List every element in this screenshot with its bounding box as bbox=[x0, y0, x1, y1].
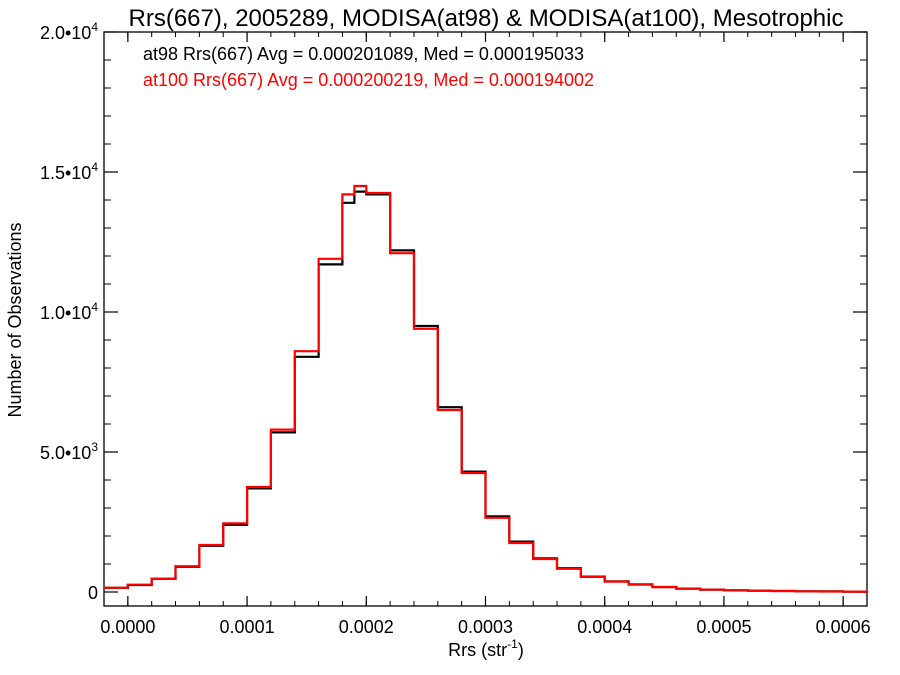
x-tick-label: 0.0002 bbox=[339, 617, 394, 637]
x-tick-label: 0.0000 bbox=[100, 617, 155, 637]
x-tick-label: 0.0006 bbox=[816, 617, 871, 637]
y-tick-label: 5.0•103 bbox=[40, 440, 98, 463]
y-tick-label: 1.5•104 bbox=[40, 160, 98, 183]
y-tick-label-exponent: 3 bbox=[91, 440, 98, 454]
x-axis-label-text: Rrs (str bbox=[448, 640, 507, 660]
x-axis-label-superscript: -1 bbox=[507, 637, 518, 651]
series-line-at98 bbox=[104, 190, 869, 593]
x-tick-label: 0.0003 bbox=[458, 617, 513, 637]
series-line-at100 bbox=[104, 184, 869, 593]
y-tick-label: 1.0•104 bbox=[40, 300, 98, 323]
y-tick-label: 2.0•104 bbox=[40, 20, 98, 43]
y-tick-label-exponent: 4 bbox=[91, 300, 98, 314]
plot-border bbox=[103, 31, 868, 607]
plot-area bbox=[103, 31, 868, 607]
series-layer bbox=[104, 184, 869, 593]
y-tick-label-base: 5.0•10 bbox=[40, 443, 91, 463]
legend-entry-at100: at100 Rrs(667) Avg = 0.000200219, Med = … bbox=[143, 70, 594, 90]
x-tick-label: 0.0001 bbox=[220, 617, 275, 637]
x-axis-label: Rrs (str-1) bbox=[448, 637, 524, 660]
legend: at98 Rrs(667) Avg = 0.000201089, Med = 0… bbox=[143, 44, 594, 90]
x-tick-label: 0.0004 bbox=[577, 617, 632, 637]
y-tick-label-base: 2.0•10 bbox=[40, 23, 91, 43]
x-axis: 0.0000 0.0001 0.0002 0.0003 0.0004 0.0005 0.00… bbox=[100, 32, 871, 637]
x-axis-label-close: ) bbox=[518, 640, 524, 660]
y-tick-label: 0 bbox=[88, 583, 98, 603]
y-tick-label-base: 1.0•10 bbox=[40, 303, 91, 323]
y-tick-label-exponent: 4 bbox=[91, 160, 98, 174]
x-tick-label: 0.0005 bbox=[696, 617, 751, 637]
chart-title: Rrs(667), 2005289, MODISA(at98) & MODISA… bbox=[129, 5, 844, 32]
y-tick-label-base: 0 bbox=[88, 583, 98, 603]
y-axis-label: Number of Observations bbox=[5, 222, 25, 417]
y-tick-label-exponent: 4 bbox=[91, 20, 98, 34]
y-tick-label-base: 1.5•10 bbox=[40, 163, 91, 183]
legend-entry-at98: at98 Rrs(667) Avg = 0.000201089, Med = 0… bbox=[143, 44, 584, 64]
